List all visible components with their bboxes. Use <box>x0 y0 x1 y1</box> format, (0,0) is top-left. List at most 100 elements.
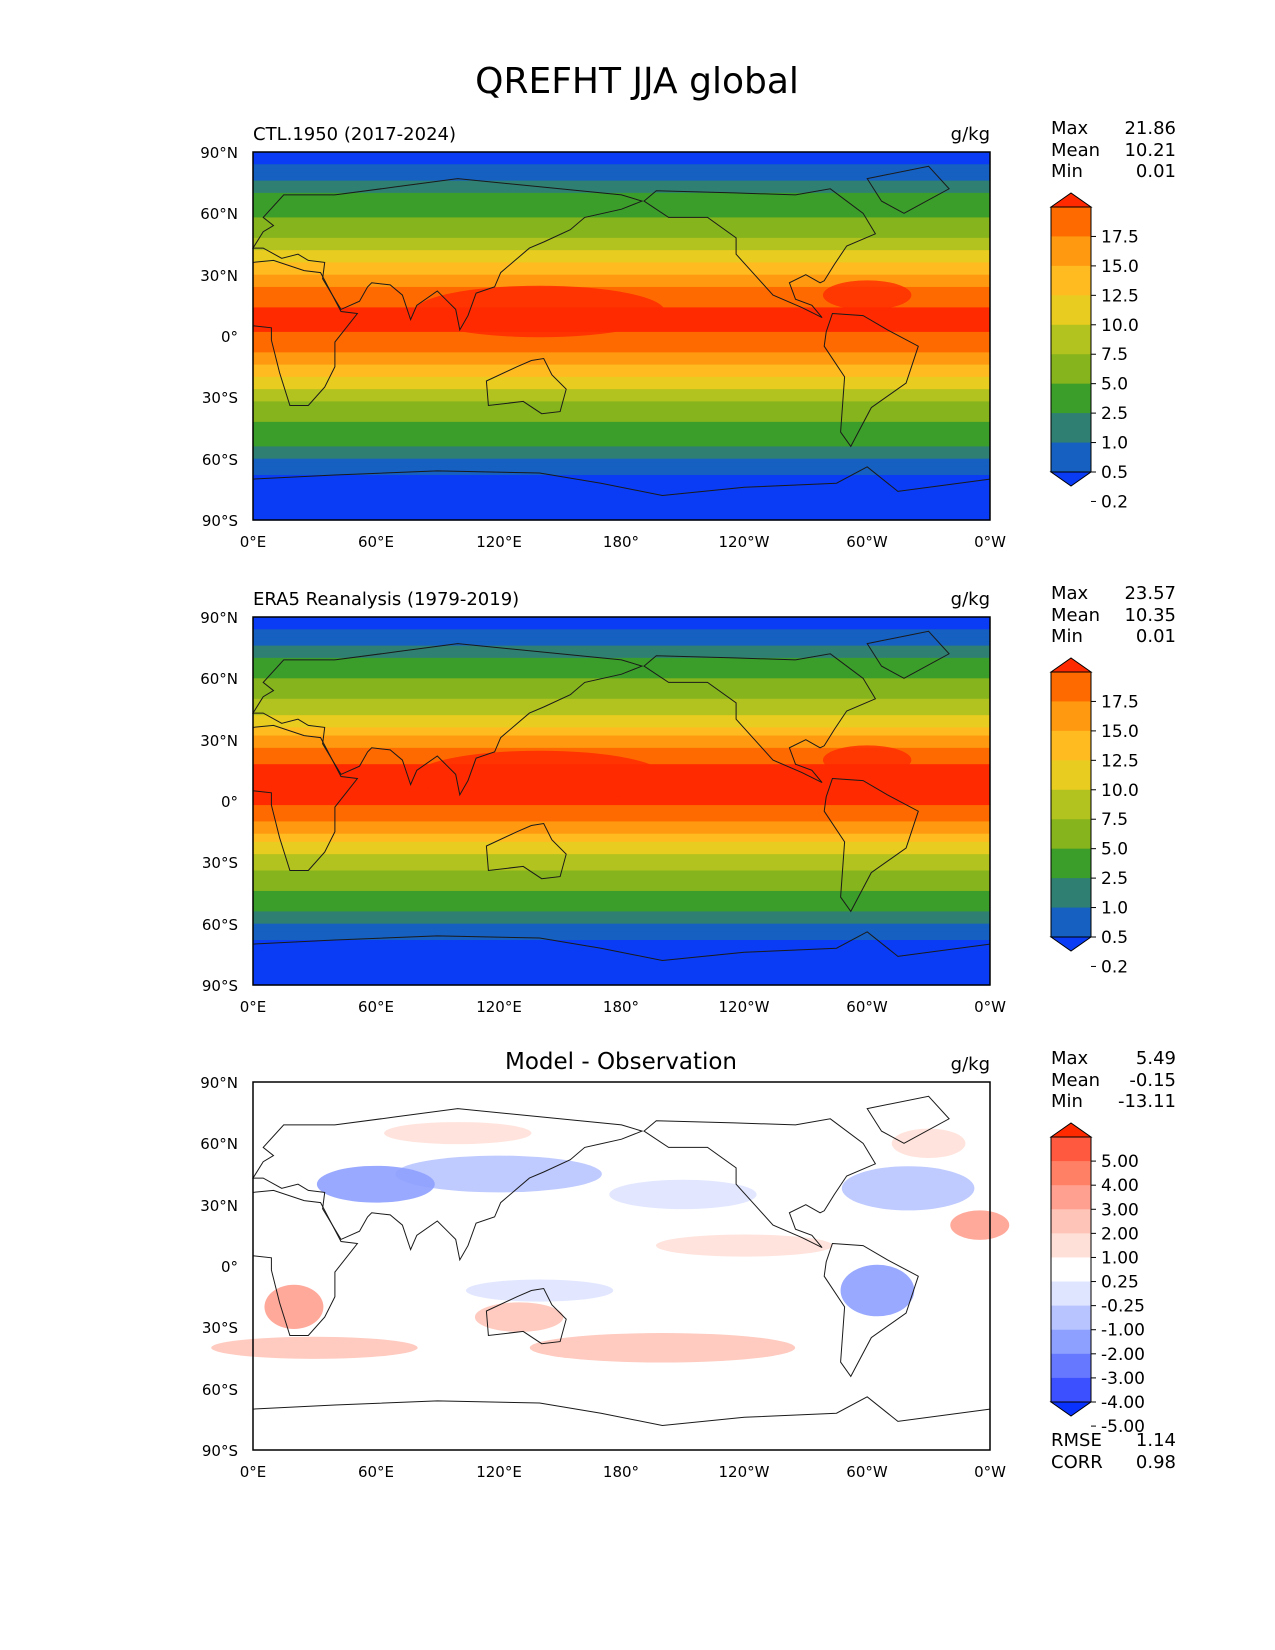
metric-label: RMSE <box>1051 1430 1102 1451</box>
stat-value: -13.11 <box>1118 1091 1176 1112</box>
contour-band <box>253 903 990 908</box>
colorbar-segment <box>1051 819 1091 850</box>
colorbar-tick-label: 15.0 <box>1101 722 1139 742</box>
land-outlines <box>252 630 991 962</box>
contour-band <box>253 401 990 407</box>
contour-band <box>253 829 990 835</box>
stat-label: Min <box>1051 161 1083 182</box>
contour-band <box>253 621 990 626</box>
contour-band <box>253 462 990 468</box>
contour-band <box>253 356 990 362</box>
contour-band <box>253 952 990 957</box>
contour-band <box>253 976 990 982</box>
coastline <box>252 178 644 332</box>
x-tick-label: 120°E <box>476 1463 522 1481</box>
colorbar-tick-label: 2.5 <box>1101 869 1128 889</box>
contour-band <box>253 899 990 904</box>
contour-band <box>253 397 990 403</box>
difference-region <box>891 1128 966 1159</box>
colorbar-tick-label: -1.00 <box>1101 1321 1145 1341</box>
contour-band <box>253 878 990 884</box>
colorbar-segment <box>1051 354 1091 385</box>
y-tick-label: 30°N <box>200 1197 238 1215</box>
y-tick-label: 30°N <box>200 732 238 750</box>
contour-band <box>253 487 990 492</box>
colorbar-frame <box>1050 206 1092 473</box>
contour-band <box>253 176 990 182</box>
contour-band <box>253 727 990 733</box>
contour-band <box>253 858 990 863</box>
y-tick-label: 60°N <box>200 670 238 688</box>
contour-band <box>253 882 990 888</box>
coastline <box>252 724 359 871</box>
y-tick-label: 30°S <box>202 389 238 407</box>
panel-subtitle: CTL.1950 (2017-2024) <box>253 124 456 145</box>
colorbar-segment <box>1051 1329 1091 1355</box>
contour-band <box>253 980 990 986</box>
coastline <box>866 1095 950 1144</box>
contour-band <box>253 380 990 386</box>
colorbar-tick-label: 10.0 <box>1101 781 1139 801</box>
colorbar-tick-label: -3.00 <box>1101 1369 1145 1389</box>
colorbar-segment <box>1051 1305 1091 1331</box>
x-tick-label: 0°W <box>974 1463 1006 1481</box>
x-tick-label: 120°E <box>476 998 522 1016</box>
y-axis: 90°N 60°N 30°N 0° 30°S 60°S 90°S <box>200 609 238 995</box>
contour-band <box>253 237 990 243</box>
y-tick-label: 90°N <box>200 609 238 627</box>
panel-title: Model - Observation <box>505 1049 737 1075</box>
colorbar-segment <box>1051 907 1091 938</box>
difference-region <box>384 1122 532 1145</box>
contour-band <box>253 964 990 970</box>
stats-box: Max 5.49 Mean -0.15 Min -13.11 <box>1051 1048 1176 1112</box>
colorbar-tick-label: 0.2 <box>1101 957 1128 977</box>
colorbar-frame <box>1050 1136 1092 1403</box>
contour-band <box>253 241 990 247</box>
colorbar-tick-label: 0.25 <box>1101 1273 1139 1293</box>
contour-band <box>253 221 990 227</box>
contour-band <box>253 850 990 855</box>
colorbar-tick-label: 7.5 <box>1101 345 1128 365</box>
contour-band <box>253 666 990 671</box>
x-tick-label: 60°E <box>358 533 394 551</box>
coastline <box>485 822 567 880</box>
y-tick-label: 60°N <box>200 205 238 223</box>
contour-band <box>253 364 990 370</box>
contour-band <box>253 956 990 962</box>
contour-band <box>253 152 990 157</box>
units-label: g/kg <box>951 124 990 145</box>
contour-band <box>253 246 990 251</box>
stat-value: 23.57 <box>1124 583 1176 604</box>
contour-band <box>253 274 990 280</box>
stat-label: Max <box>1051 118 1089 139</box>
difference-region <box>474 1302 564 1332</box>
colorbar-tick-label: -2.00 <box>1101 1345 1145 1365</box>
contour-band <box>253 376 990 382</box>
contour-band <box>253 491 990 497</box>
contour-band <box>253 968 990 974</box>
contour-band <box>253 747 990 753</box>
panel-subtitle: ERA5 Reanalysis (1979-2019) <box>253 589 519 610</box>
contour-band <box>253 454 990 460</box>
colorbar: 5.00 4.00 3.00 2.00 1.00 0.25 -0.25 -1.00 -2.00 -… <box>1049 1122 1145 1437</box>
x-axis: 0°E 60°E 120°E 180° 120°W 60°W 0°W <box>240 533 1006 551</box>
contour-band <box>253 821 990 827</box>
contour-band <box>253 156 990 161</box>
colorbar: 17.5 15.0 12.5 10.0 7.5 5.0 2.5 1.0 0.5 0.2 <box>1049 192 1139 512</box>
contour-band <box>253 278 990 284</box>
contour-band <box>253 217 990 223</box>
units-label: g/kg <box>951 1054 990 1075</box>
stat-value: -0.15 <box>1129 1070 1176 1091</box>
contour-band <box>253 368 990 374</box>
y-tick-label: 30°N <box>200 267 238 285</box>
stats-box: Max 23.57 Mean 10.35 Min 0.01 <box>1051 583 1176 647</box>
contour-band <box>253 862 990 868</box>
contour-band <box>253 266 990 272</box>
contour-band <box>253 164 990 169</box>
x-tick-label: 120°W <box>719 1463 770 1481</box>
contour-band <box>253 805 990 810</box>
contour-band <box>253 923 990 929</box>
contour-band <box>253 723 990 728</box>
contour-band <box>253 172 990 178</box>
